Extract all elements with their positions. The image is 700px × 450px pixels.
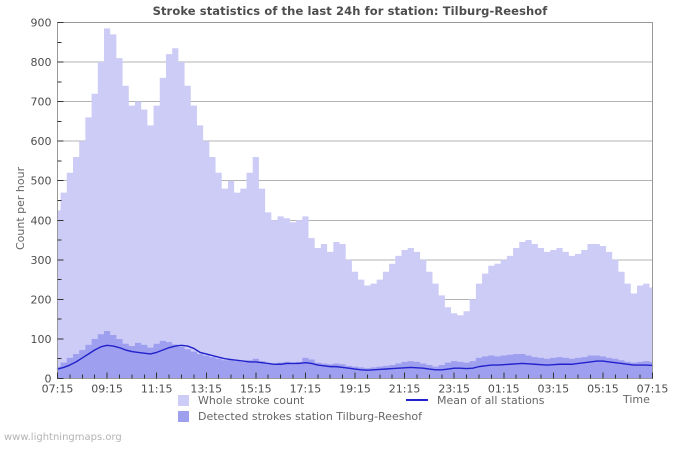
svg-text:500: 500: [31, 175, 52, 188]
y-axis-ticks: 0 100 200 300 400 500 600 700 800 900: [31, 17, 64, 386]
svg-text:07:15: 07:15: [637, 383, 669, 396]
svg-text:100: 100: [31, 333, 52, 346]
legend-item-mean-of-all-stations: Mean of all stations: [406, 392, 545, 408]
series-line-mean-of-all-stations: [56, 344, 654, 371]
series-area-whole-stroke-count: [57, 28, 653, 379]
x-axis-ticks: 07:15 09:15 11:15 13:15 15:15 17:15 19:15 21:15…: [42, 372, 669, 396]
svg-text:03:15: 03:15: [537, 383, 569, 396]
chart-title: Stroke statistics of the last 24h for st…: [152, 4, 548, 18]
legend-item-detected-strokes: Detected strokes station Tilburg-Reeshof: [178, 408, 422, 424]
svg-text:19:15: 19:15: [339, 383, 371, 396]
svg-text:700: 700: [31, 96, 52, 109]
svg-text:21:15: 21:15: [389, 383, 421, 396]
svg-text:09:15: 09:15: [91, 383, 123, 396]
series-area-detected-strokes: [57, 331, 653, 379]
svg-text:800: 800: [31, 56, 52, 69]
svg-text:13:15: 13:15: [190, 383, 222, 396]
chart-legend: Whole stroke count Mean of all stations …: [178, 392, 638, 424]
svg-text:300: 300: [31, 254, 52, 267]
legend-row-1: Whole stroke count Mean of all stations: [178, 392, 638, 408]
svg-text:15:15: 15:15: [240, 383, 272, 396]
svg-text:17:15: 17:15: [290, 383, 322, 396]
svg-text:0: 0: [45, 373, 52, 386]
legend-label-mean: Mean of all stations: [437, 393, 545, 407]
legend-row-2: Detected strokes station Tilburg-Reeshof: [178, 408, 638, 424]
svg-text:01:15: 01:15: [488, 383, 520, 396]
legend-label-whole: Whole stroke count: [198, 393, 305, 407]
legend-swatch-detected-icon: [178, 410, 189, 422]
svg-text:600: 600: [31, 135, 52, 148]
svg-text:05:15: 05:15: [587, 383, 619, 396]
legend-swatch-mean-line-icon: [406, 399, 428, 401]
svg-text:07:15: 07:15: [42, 383, 74, 396]
y-axis-label: Count per hour: [14, 166, 27, 250]
legend-item-whole-stroke-count: Whole stroke count: [178, 392, 304, 408]
svg-text:23:15: 23:15: [438, 383, 470, 396]
svg-text:11:15: 11:15: [141, 383, 173, 396]
legend-swatch-whole-icon: [178, 394, 189, 406]
footer-attribution: www.lightningmaps.org: [4, 432, 122, 443]
svg-text:400: 400: [31, 214, 52, 227]
svg-text:200: 200: [31, 293, 52, 306]
x-axis-label: Time: [623, 393, 650, 406]
svg-text:900: 900: [31, 17, 52, 30]
legend-label-detected: Detected strokes station Tilburg-Reeshof: [198, 409, 423, 423]
